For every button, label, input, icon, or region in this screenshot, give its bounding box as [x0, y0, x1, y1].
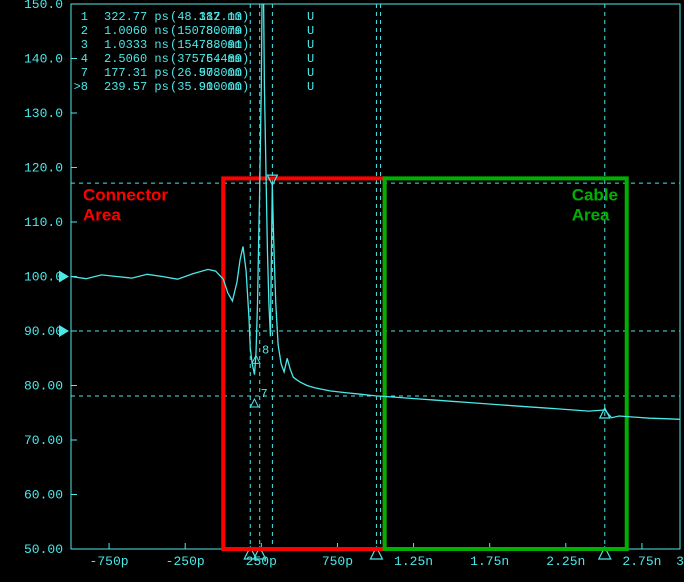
ytick-label: 120.0	[24, 161, 63, 176]
ytick-label: 90.00	[24, 324, 63, 339]
legend-cell: 90.000	[199, 80, 242, 94]
trace-marker-icon	[250, 399, 258, 407]
legend-cell: 7	[81, 66, 88, 80]
legend-cell: U	[307, 24, 314, 38]
ytick-label: 100.0	[24, 270, 63, 285]
legend-cell: U	[307, 10, 314, 24]
legend-cell: 322.77 ps	[104, 10, 169, 24]
trace-marker-label: 8	[262, 343, 269, 357]
cable-label-1: Cable	[572, 185, 618, 204]
legend-cell: 75.489	[199, 52, 242, 66]
ytick-label: 140.0	[24, 52, 63, 67]
legend-cell: U	[307, 80, 314, 94]
tdr-chart: 50.00 60.00 70.00 80.00 90.00 100.0 110.0 120.0…	[0, 0, 684, 582]
legend-cell: 1.0333 ns	[104, 38, 169, 52]
xtick-label: -250p	[166, 554, 205, 569]
xtick-label: 1.25n	[394, 554, 433, 569]
xtick-label: 2.25n	[546, 554, 585, 569]
connector-label-2: Area	[83, 205, 121, 224]
xtick-label: 2.75n	[622, 554, 661, 569]
legend-cell: 90.000	[199, 66, 242, 80]
legend-cell: U	[307, 38, 314, 52]
legend-cell: 1	[81, 10, 88, 24]
ytick-label: 130.0	[24, 106, 63, 121]
legend-cell: 1.0060 ns	[104, 24, 169, 38]
legend-cell: 2	[81, 24, 88, 38]
cable-region	[385, 178, 627, 549]
y-marker-icon[interactable]	[59, 325, 69, 337]
xtick-label: 1.75n	[470, 554, 509, 569]
xtick-label: 3	[676, 554, 684, 569]
connector-label-1: Connector	[83, 185, 168, 204]
cable-label-2: Area	[572, 205, 610, 224]
xtick-label: 750p	[322, 554, 353, 569]
trace-marker-label: 7	[260, 387, 267, 401]
chart-svg: 50.00 60.00 70.00 80.00 90.00 100.0 110.0 120.0…	[0, 0, 684, 582]
xtick-label: -750p	[90, 554, 129, 569]
legend-cell: 2.5060 ns	[104, 52, 169, 66]
ytick-label: 150.0	[24, 0, 63, 12]
connector-region	[223, 178, 384, 549]
legend-cell: U	[307, 52, 314, 66]
legend-cell: 177.31 ps	[104, 66, 169, 80]
legend-cell: 117.13	[199, 10, 242, 24]
ytick-label: 70.00	[24, 433, 63, 448]
ytick-label: 50.00	[24, 542, 63, 557]
legend-cell: >8	[74, 80, 88, 94]
legend-cell: 3	[81, 38, 88, 52]
legend-cell: 239.57 ps	[104, 80, 169, 94]
ytick-label: 110.0	[24, 215, 63, 230]
cursor-legend: 1322.77 ps(48.382 mm)117.13U21.0060 ns(1…	[74, 10, 315, 94]
ytick-label: 80.00	[24, 379, 63, 394]
ytick-label: 60.00	[24, 488, 63, 503]
legend-cell: 78.079	[199, 24, 242, 38]
legend-cell: 4	[81, 52, 88, 66]
y-marker-icon[interactable]	[59, 271, 69, 283]
xtick-label: 250p	[246, 554, 277, 569]
legend-cell: U	[307, 66, 314, 80]
legend-cell: 78.091	[199, 38, 242, 52]
